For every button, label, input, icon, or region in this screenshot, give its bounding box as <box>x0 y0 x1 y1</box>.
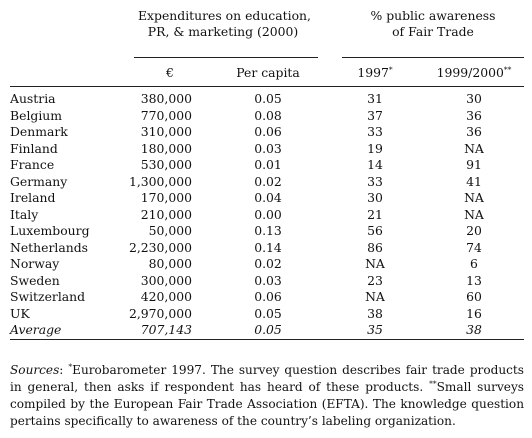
cell-1999: 16 <box>466 305 482 321</box>
cell-1997: 23 <box>367 272 383 288</box>
cell-country: Austria <box>10 91 56 106</box>
cell-1999: 91 <box>466 157 482 172</box>
cell-1997: 33 <box>367 124 383 139</box>
cell-euro: 170,000 <box>140 190 192 205</box>
cell-country: Italy <box>10 206 39 222</box>
col-euro-header: € <box>166 65 174 80</box>
cell-euro: 300,000 <box>140 272 192 288</box>
cell-country: Germany <box>10 173 68 189</box>
cell-country: Switzerland <box>10 289 86 304</box>
col-1999-header: 1999/2000** <box>436 64 512 80</box>
cell-1997: NA <box>365 289 385 304</box>
cell-euro: 1,300,000 <box>128 173 192 189</box>
cell-1999: NA <box>464 140 484 156</box>
cell-1997: 86 <box>367 239 383 255</box>
cell-1997: 35 <box>367 322 383 337</box>
cell-euro: 310,000 <box>140 124 192 139</box>
cell-euro: 210,000 <box>140 206 192 222</box>
cell-country: Average <box>10 322 62 337</box>
cell-per-capita: 0.03 <box>254 272 282 288</box>
col-per-capita-header: Per capita <box>236 65 300 80</box>
cell-euro: 770,000 <box>140 107 192 123</box>
cell-1997: 14 <box>367 157 383 172</box>
cell-country: Norway <box>10 256 60 271</box>
cell-1999: 38 <box>466 322 482 337</box>
cell-per-capita: 0.05 <box>254 305 282 321</box>
cell-country: Netherlands <box>10 239 89 255</box>
cell-1997: 33 <box>367 173 383 189</box>
cell-euro: 80,000 <box>148 256 192 271</box>
cell-country: Sweden <box>10 272 60 288</box>
header-awareness-line2: of Fair Trade <box>392 24 474 39</box>
cell-per-capita: 0.00 <box>254 206 282 222</box>
cell-country: France <box>10 157 55 172</box>
header-awareness: % public awareness of Fair Trade <box>358 8 508 40</box>
cell-1999: NA <box>464 206 484 222</box>
cell-1999: 74 <box>466 239 482 255</box>
cell-country: Denmark <box>10 124 68 139</box>
sources-label: Sources <box>10 363 60 377</box>
header-expenditures-line2: PR, & marketing (2000) <box>147 24 299 39</box>
cell-1997: 56 <box>367 223 383 238</box>
cell-per-capita: 0.13 <box>254 223 282 238</box>
cell-1997: 21 <box>367 206 383 222</box>
cell-euro: 420,000 <box>140 289 192 304</box>
cell-country: Belgium <box>10 107 63 123</box>
cell-per-capita: 0.14 <box>254 239 282 255</box>
cell-1999: 13 <box>466 272 482 288</box>
cell-1999: 30 <box>466 91 482 106</box>
cell-euro: 50,000 <box>148 223 192 238</box>
cell-country: Finland <box>10 140 58 156</box>
header-expenditures-line1: Expenditures on education, <box>138 8 311 23</box>
cell-per-capita: 0.01 <box>254 157 282 172</box>
footnote-mark-1: * <box>68 361 73 371</box>
cell-country: UK <box>10 305 30 321</box>
footnote-mark-2: ** <box>429 378 437 388</box>
cell-1999: 60 <box>466 289 482 304</box>
cell-1997: 38 <box>367 305 383 321</box>
header-expenditures: Expenditures on education, PR, & marketi… <box>138 8 311 40</box>
cell-1997: 19 <box>367 140 383 156</box>
cell-euro: 530,000 <box>140 157 192 172</box>
cell-per-capita: 0.06 <box>254 289 282 304</box>
cell-1999: 20 <box>466 223 482 238</box>
cell-1999: 36 <box>466 107 482 123</box>
group1-rule <box>134 57 318 58</box>
footnote-text-2: Small surveys compiled by the European F… <box>10 380 524 428</box>
bottom-rule <box>10 339 524 340</box>
sources-colon: : <box>59 363 64 377</box>
cell-per-capita: 0.02 <box>254 173 282 189</box>
cell-per-capita: 0.08 <box>254 107 282 123</box>
cell-per-capita: 0.06 <box>254 124 282 139</box>
cell-per-capita: 0.04 <box>254 190 282 205</box>
cell-per-capita: 0.03 <box>254 140 282 156</box>
cell-1999: 36 <box>466 124 482 139</box>
footnote-text-1: Eurobarometer 1997. The survey question … <box>10 363 524 394</box>
cell-1999: NA <box>464 190 484 205</box>
cell-per-capita: 0.05 <box>254 91 282 106</box>
cell-euro: 380,000 <box>140 91 192 106</box>
cell-euro: 180,000 <box>140 140 192 156</box>
cell-1997: 37 <box>367 107 383 123</box>
group2-rule <box>342 57 524 58</box>
cell-per-capita: 0.02 <box>254 256 282 271</box>
cell-1999: 41 <box>466 173 482 189</box>
cell-1997: 30 <box>367 190 383 205</box>
cell-per-capita: 0.05 <box>254 322 282 337</box>
cell-country: Ireland <box>10 190 56 205</box>
header-rule <box>10 86 524 87</box>
sources-note: Sources: *Eurobarometer 1997. The survey… <box>10 362 524 430</box>
header-awareness-line1: % public awareness <box>370 8 496 23</box>
cell-1997: NA <box>365 256 385 271</box>
col-1997-header: 1997* <box>357 64 393 80</box>
cell-1997: 31 <box>367 91 383 106</box>
cell-euro: 2,970,000 <box>128 305 192 321</box>
cell-euro: 707,143 <box>140 322 192 337</box>
cell-country: Luxembourg <box>10 223 90 238</box>
cell-1999: 6 <box>470 256 478 271</box>
cell-euro: 2,230,000 <box>128 239 192 255</box>
